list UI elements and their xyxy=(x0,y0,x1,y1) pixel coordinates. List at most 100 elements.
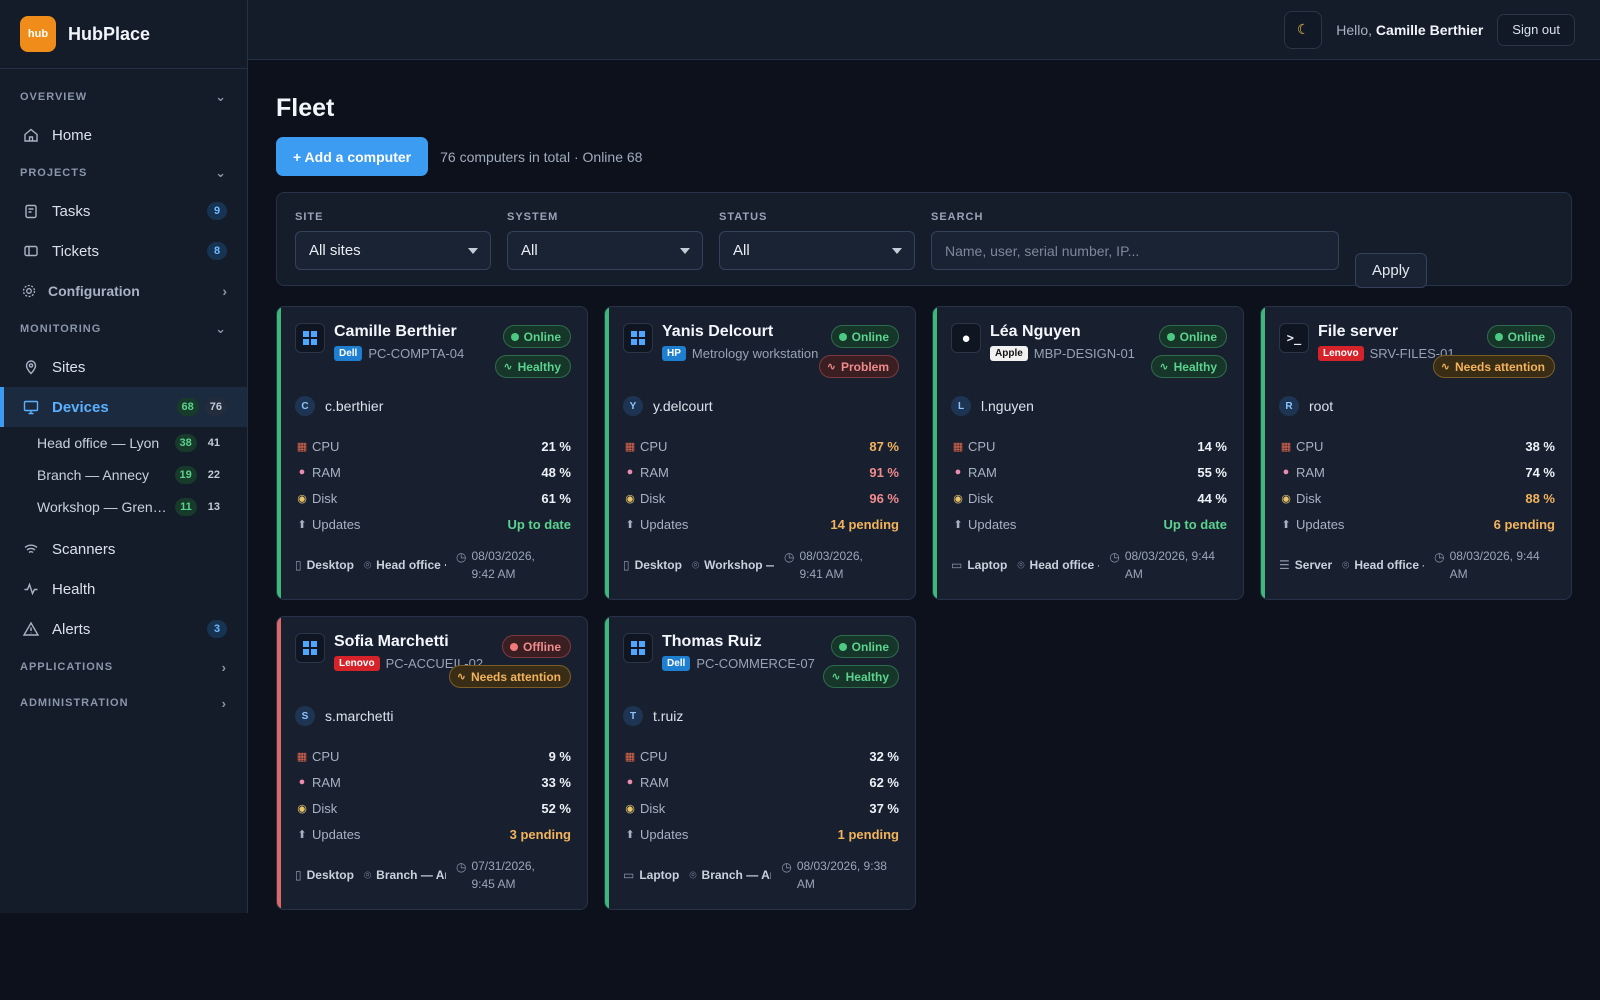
system-select[interactable]: All xyxy=(507,231,703,270)
sidebar-item-alerts[interactable]: Alerts 3 xyxy=(0,609,247,649)
metric-cpu: ▦ CPU 87 % xyxy=(623,433,899,459)
metric-label: Updates xyxy=(640,516,689,532)
map-pin-icon: ⌾ xyxy=(1017,557,1025,572)
metric-disk: ◉ Disk 88 % xyxy=(1279,485,1555,511)
section-overview[interactable]: OVERVIEW ⌄ xyxy=(0,79,247,115)
sidebar-item-devices[interactable]: Devices 68 76 xyxy=(0,387,247,427)
sidebar-item-scanners[interactable]: Scanners xyxy=(0,529,247,569)
metric-label: RAM xyxy=(640,774,669,790)
device-subline: Lenovo SRV-FILES-01 xyxy=(1318,346,1455,361)
device-card[interactable]: Camille Berthier Dell PC-COMPTA-04 Onlin… xyxy=(276,306,588,600)
last-seen-text: 08/03/2026, 9:44 AM xyxy=(1449,549,1540,581)
sidebar-item-label: Health xyxy=(52,580,96,598)
device-type: ▯ Desktop xyxy=(623,558,682,572)
device-card[interactable]: Yanis Delcourt HP Metrology workstation … xyxy=(604,306,916,600)
section-monitoring[interactable]: MONITORING ⌄ xyxy=(0,311,247,347)
device-site: ⌾ Branch — Annecy xyxy=(689,868,771,883)
user-row: Y y.delcourt xyxy=(623,393,899,419)
metric-label: Updates xyxy=(312,516,361,532)
metric-disk: ◉ Disk 37 % xyxy=(623,795,899,821)
last-seen: ◷ 08/03/2026, 9:38 AM xyxy=(781,857,889,893)
user-row: S s.marchetti xyxy=(295,703,571,729)
device-type-text: Desktop xyxy=(306,868,354,882)
pulse-icon: ∿ xyxy=(1159,361,1169,373)
sign-out-button[interactable]: Sign out xyxy=(1497,13,1575,46)
sidebar-subitem-site[interactable]: Workshop — Grenoble 11 13 xyxy=(0,491,247,523)
site-online-badge: 19 xyxy=(174,466,197,484)
status-select-value: All xyxy=(733,242,750,259)
avatar: T xyxy=(623,706,643,726)
cpu-icon: ▦ xyxy=(952,440,964,453)
devices-online-badge: 68 xyxy=(176,398,199,416)
device-card[interactable]: Sofia Marchetti Lenovo PC-ACCUEIL-02 Off… xyxy=(276,616,588,910)
health-status-badge: ∿ Needs attention xyxy=(448,665,571,688)
connection-status-text: Online xyxy=(1179,329,1217,344)
section-projects-label: PROJECTS xyxy=(20,167,88,179)
device-name[interactable]: Yanis Delcourt xyxy=(662,323,774,340)
metric-label: CPU xyxy=(1296,438,1324,454)
filter-search: SEARCH xyxy=(931,211,1339,270)
device-subline: Apple MBP-DESIGN-01 xyxy=(990,346,1135,361)
pulse-icon: ∿ xyxy=(503,361,513,373)
sidebar-item-health[interactable]: Health xyxy=(0,569,247,609)
disk-icon: ◉ xyxy=(297,492,307,505)
status-select[interactable]: All xyxy=(719,231,915,270)
device-card[interactable]: Thomas Ruiz Dell PC-COMMERCE-07 Online ∿… xyxy=(604,616,916,910)
arrow-up-icon: ⬆ xyxy=(1281,518,1291,531)
device-name[interactable]: Camille Berthier xyxy=(334,323,457,340)
metric-label: Updates xyxy=(640,826,689,842)
device-card[interactable]: >_ File server Lenovo SRV-FILES-01 Onlin… xyxy=(1260,306,1572,600)
metric-cpu: ▦ CPU 9 % xyxy=(295,743,571,769)
metric-updates: ⬆ Updates Up to date xyxy=(295,511,571,537)
theme-toggle-button[interactable]: ☾ xyxy=(1284,10,1323,49)
search-input[interactable] xyxy=(931,231,1339,270)
sidebar-item-sites[interactable]: Sites xyxy=(0,347,247,387)
metric-label: CPU xyxy=(640,748,668,764)
metrics: ▦ CPU 14 % ● RAM 55 % ◉ Disk 44 % ⬆ Updates Up t… xyxy=(951,433,1227,537)
device-type-text: Laptop xyxy=(639,868,680,882)
metric-value: 91 % xyxy=(869,464,899,480)
sidebar-subitem-site[interactable]: Branch — Annecy 19 22 xyxy=(0,459,247,491)
health-status-badge: ∿ Healthy xyxy=(495,355,571,378)
last-seen-text: 08/03/2026, 9:38 AM xyxy=(796,859,887,891)
add-computer-button[interactable]: + Add a computer xyxy=(276,137,429,176)
metric-label: Updates xyxy=(1296,516,1345,532)
tickets-count-badge: 8 xyxy=(207,242,227,260)
apply-button[interactable]: Apply xyxy=(1355,253,1427,288)
user-login: t.ruiz xyxy=(653,708,684,724)
sidebar-item-tasks[interactable]: Tasks 9 xyxy=(0,191,247,231)
metric-label: Disk xyxy=(640,490,666,506)
metric-value: 62 % xyxy=(869,774,899,790)
sidebar-item-configuration[interactable]: Configuration › xyxy=(0,271,247,311)
brand[interactable]: hub HubPlace xyxy=(0,0,247,69)
user-login: c.berthier xyxy=(325,398,384,414)
cpu-icon: ▦ xyxy=(296,750,308,763)
current-user: Camille Berthier xyxy=(1375,21,1484,38)
metric-label: RAM xyxy=(1296,464,1325,480)
metric-label: CPU xyxy=(312,438,340,454)
sidebar-item-tickets[interactable]: Tickets 8 xyxy=(0,231,247,271)
device-card[interactable]: ● Léa Nguyen Apple MBP-DESIGN-01 Online … xyxy=(932,306,1244,600)
map-pin-icon xyxy=(22,358,40,376)
manufacturer-badge: Dell xyxy=(662,656,691,671)
status-pills: Online ∿ Problem xyxy=(818,325,899,385)
connection-status-text: Offline xyxy=(523,639,561,654)
section-projects[interactable]: PROJECTS ⌄ xyxy=(0,155,247,191)
connection-status-badge: Online xyxy=(1486,325,1555,348)
metric-label: CPU xyxy=(640,438,668,454)
sidebar-item-home[interactable]: Home xyxy=(0,115,247,155)
sidebar-item-label: Sites xyxy=(52,358,86,376)
section-administration[interactable]: ADMINISTRATION › xyxy=(0,685,247,721)
device-name[interactable]: Thomas Ruiz xyxy=(662,633,762,650)
device-type-icon: ☰ xyxy=(1279,558,1290,572)
sidebar-subitem-site[interactable]: Head office — Lyon 38 41 xyxy=(0,427,247,459)
metric-label: RAM xyxy=(968,464,997,480)
manufacturer-badge: Apple xyxy=(990,346,1028,361)
site-select[interactable]: All sites xyxy=(295,231,491,270)
status-dot-icon xyxy=(1494,332,1503,341)
device-type: ▭ Laptop xyxy=(951,558,1007,572)
avatar: C xyxy=(295,396,315,416)
device-name[interactable]: Léa Nguyen xyxy=(990,323,1081,340)
gear-icon xyxy=(20,282,38,300)
section-applications[interactable]: APPLICATIONS › xyxy=(0,649,247,685)
